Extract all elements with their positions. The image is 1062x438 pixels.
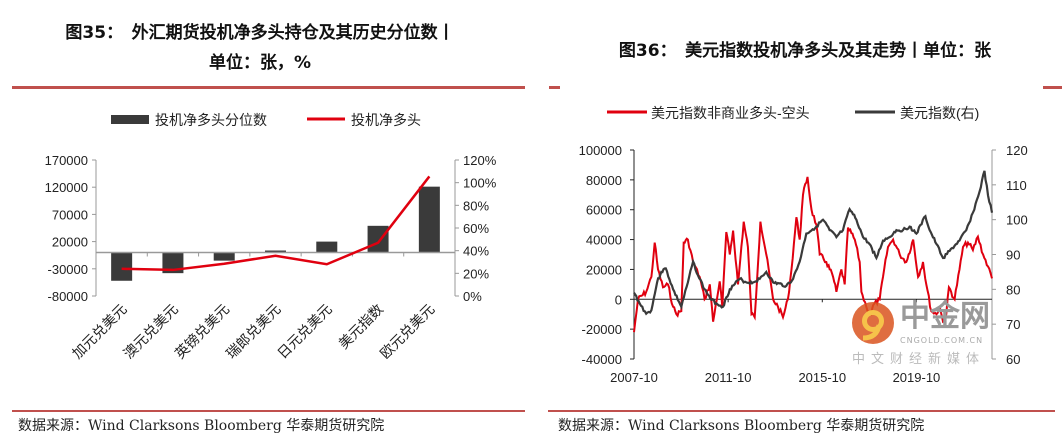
cngold-logo-icon (852, 302, 894, 344)
y-tick-label: -40000 (582, 352, 622, 367)
y-tick-label: -80000 (48, 289, 88, 304)
y2-tick-label: 40% (463, 244, 489, 259)
y-tick-label: 20000 (52, 235, 88, 250)
y2-tick-label: 110 (1006, 178, 1027, 193)
bar-2 (213, 252, 235, 261)
bar-4 (316, 241, 338, 253)
chart36: 美元指数非商业多头-空头 美元指数(右) 100000 80000 60000 40000… (579, 105, 1028, 385)
legend-bar-label: 投机净多头分位数 (155, 112, 267, 128)
footer-divider (548, 410, 1055, 412)
y2-tick-label: 0% (463, 289, 482, 304)
y-tick-label: 60000 (586, 203, 622, 218)
legend-black-label: 美元指数(右) (900, 105, 979, 121)
title-divider (12, 86, 525, 89)
legend-red-label: 美元指数非商业多头-空头 (651, 105, 810, 121)
chart35-source: 数据来源：Wind Clarksons Bloomberg 华泰期货研究院 (18, 418, 385, 434)
y2-tick-label: 90 (1006, 248, 1020, 263)
footer-divider (12, 410, 525, 412)
x-tick-label: 2007-10 (610, 370, 658, 385)
category-label: 英镑兑美元 (172, 301, 233, 362)
title-divider (549, 86, 560, 89)
y2-tick-label: 20% (463, 266, 489, 281)
y-tick-label: 80000 (586, 173, 622, 188)
y-tick-label: -30000 (48, 262, 88, 277)
chart35-title: 图35： 外汇期货投机净多头持仓及其历史分位数丨 单位：张，% (0, 18, 520, 78)
bar-5 (367, 225, 389, 253)
y2-tick-label: 80% (463, 198, 489, 213)
chart35: 投机净多头分位数 投机净多头 170000 120000 70000 20000 -3000… (45, 112, 497, 362)
category-label: 美元指数 (335, 301, 386, 352)
chart35-title-line1: 图35： 外汇期货投机净多头持仓及其历史分位数丨 (65, 23, 455, 43)
bar-3 (265, 250, 286, 253)
watermark-domain: CNGOLD.COM.CN (900, 336, 984, 345)
y-tick-label: 40000 (586, 233, 622, 248)
category-label: 瑞郎兑美元 (223, 301, 284, 362)
y2-tick-label: 100% (463, 176, 497, 191)
y2-tick-label: 120% (463, 153, 497, 168)
y2-tick-label: 120 (1006, 143, 1028, 158)
bar-0 (111, 252, 133, 281)
chart35-title-line2: 单位：张，% (208, 53, 312, 73)
watermark-slogan: 中文财经新媒体 (852, 352, 986, 367)
watermark-name: 中金网 (900, 299, 990, 334)
y-tick-label: 0 (615, 292, 622, 307)
dollar-index-line (633, 170, 994, 316)
y2-tick-label: 60 (1006, 352, 1020, 367)
chart36-title: 图36： 美元指数投机净多头及其走势丨单位：张 (618, 41, 992, 61)
y2-tick-label: 70 (1006, 317, 1020, 332)
y-tick-label: 100000 (579, 143, 622, 158)
legend-line-label: 投机净多头 (351, 112, 421, 128)
x-tick-label: 2019-10 (893, 370, 941, 385)
x-tick-label: 2015-10 (798, 370, 846, 385)
y-tick-label: 20000 (586, 262, 622, 277)
y2-tick-label: 60% (463, 221, 489, 236)
bar-1 (162, 252, 184, 274)
category-label: 欧元兑美元 (377, 301, 438, 362)
y-tick-label: 170000 (45, 153, 88, 168)
chart36-source: 数据来源：Wind Clarksons Bloomberg 华泰期货研究院 (558, 418, 925, 434)
title-divider (1043, 86, 1062, 89)
y-tick-label: 70000 (52, 207, 88, 222)
y-tick-label: 120000 (45, 180, 88, 195)
x-tick-label: 2011-10 (705, 370, 752, 385)
category-label: 澳元兑美元 (120, 301, 181, 362)
bar-6 (418, 186, 440, 253)
legend-bar-swatch (111, 115, 149, 124)
category-label: 日元兑美元 (274, 301, 335, 362)
y-tick-label: -20000 (582, 322, 622, 337)
y2-tick-label: 100 (1006, 213, 1028, 228)
category-label: 加元兑美元 (69, 301, 130, 362)
y2-tick-label: 80 (1006, 282, 1020, 297)
cngold-watermark: 中金网 CNGOLD.COM.CN 中文财经新媒体 (850, 300, 1000, 372)
